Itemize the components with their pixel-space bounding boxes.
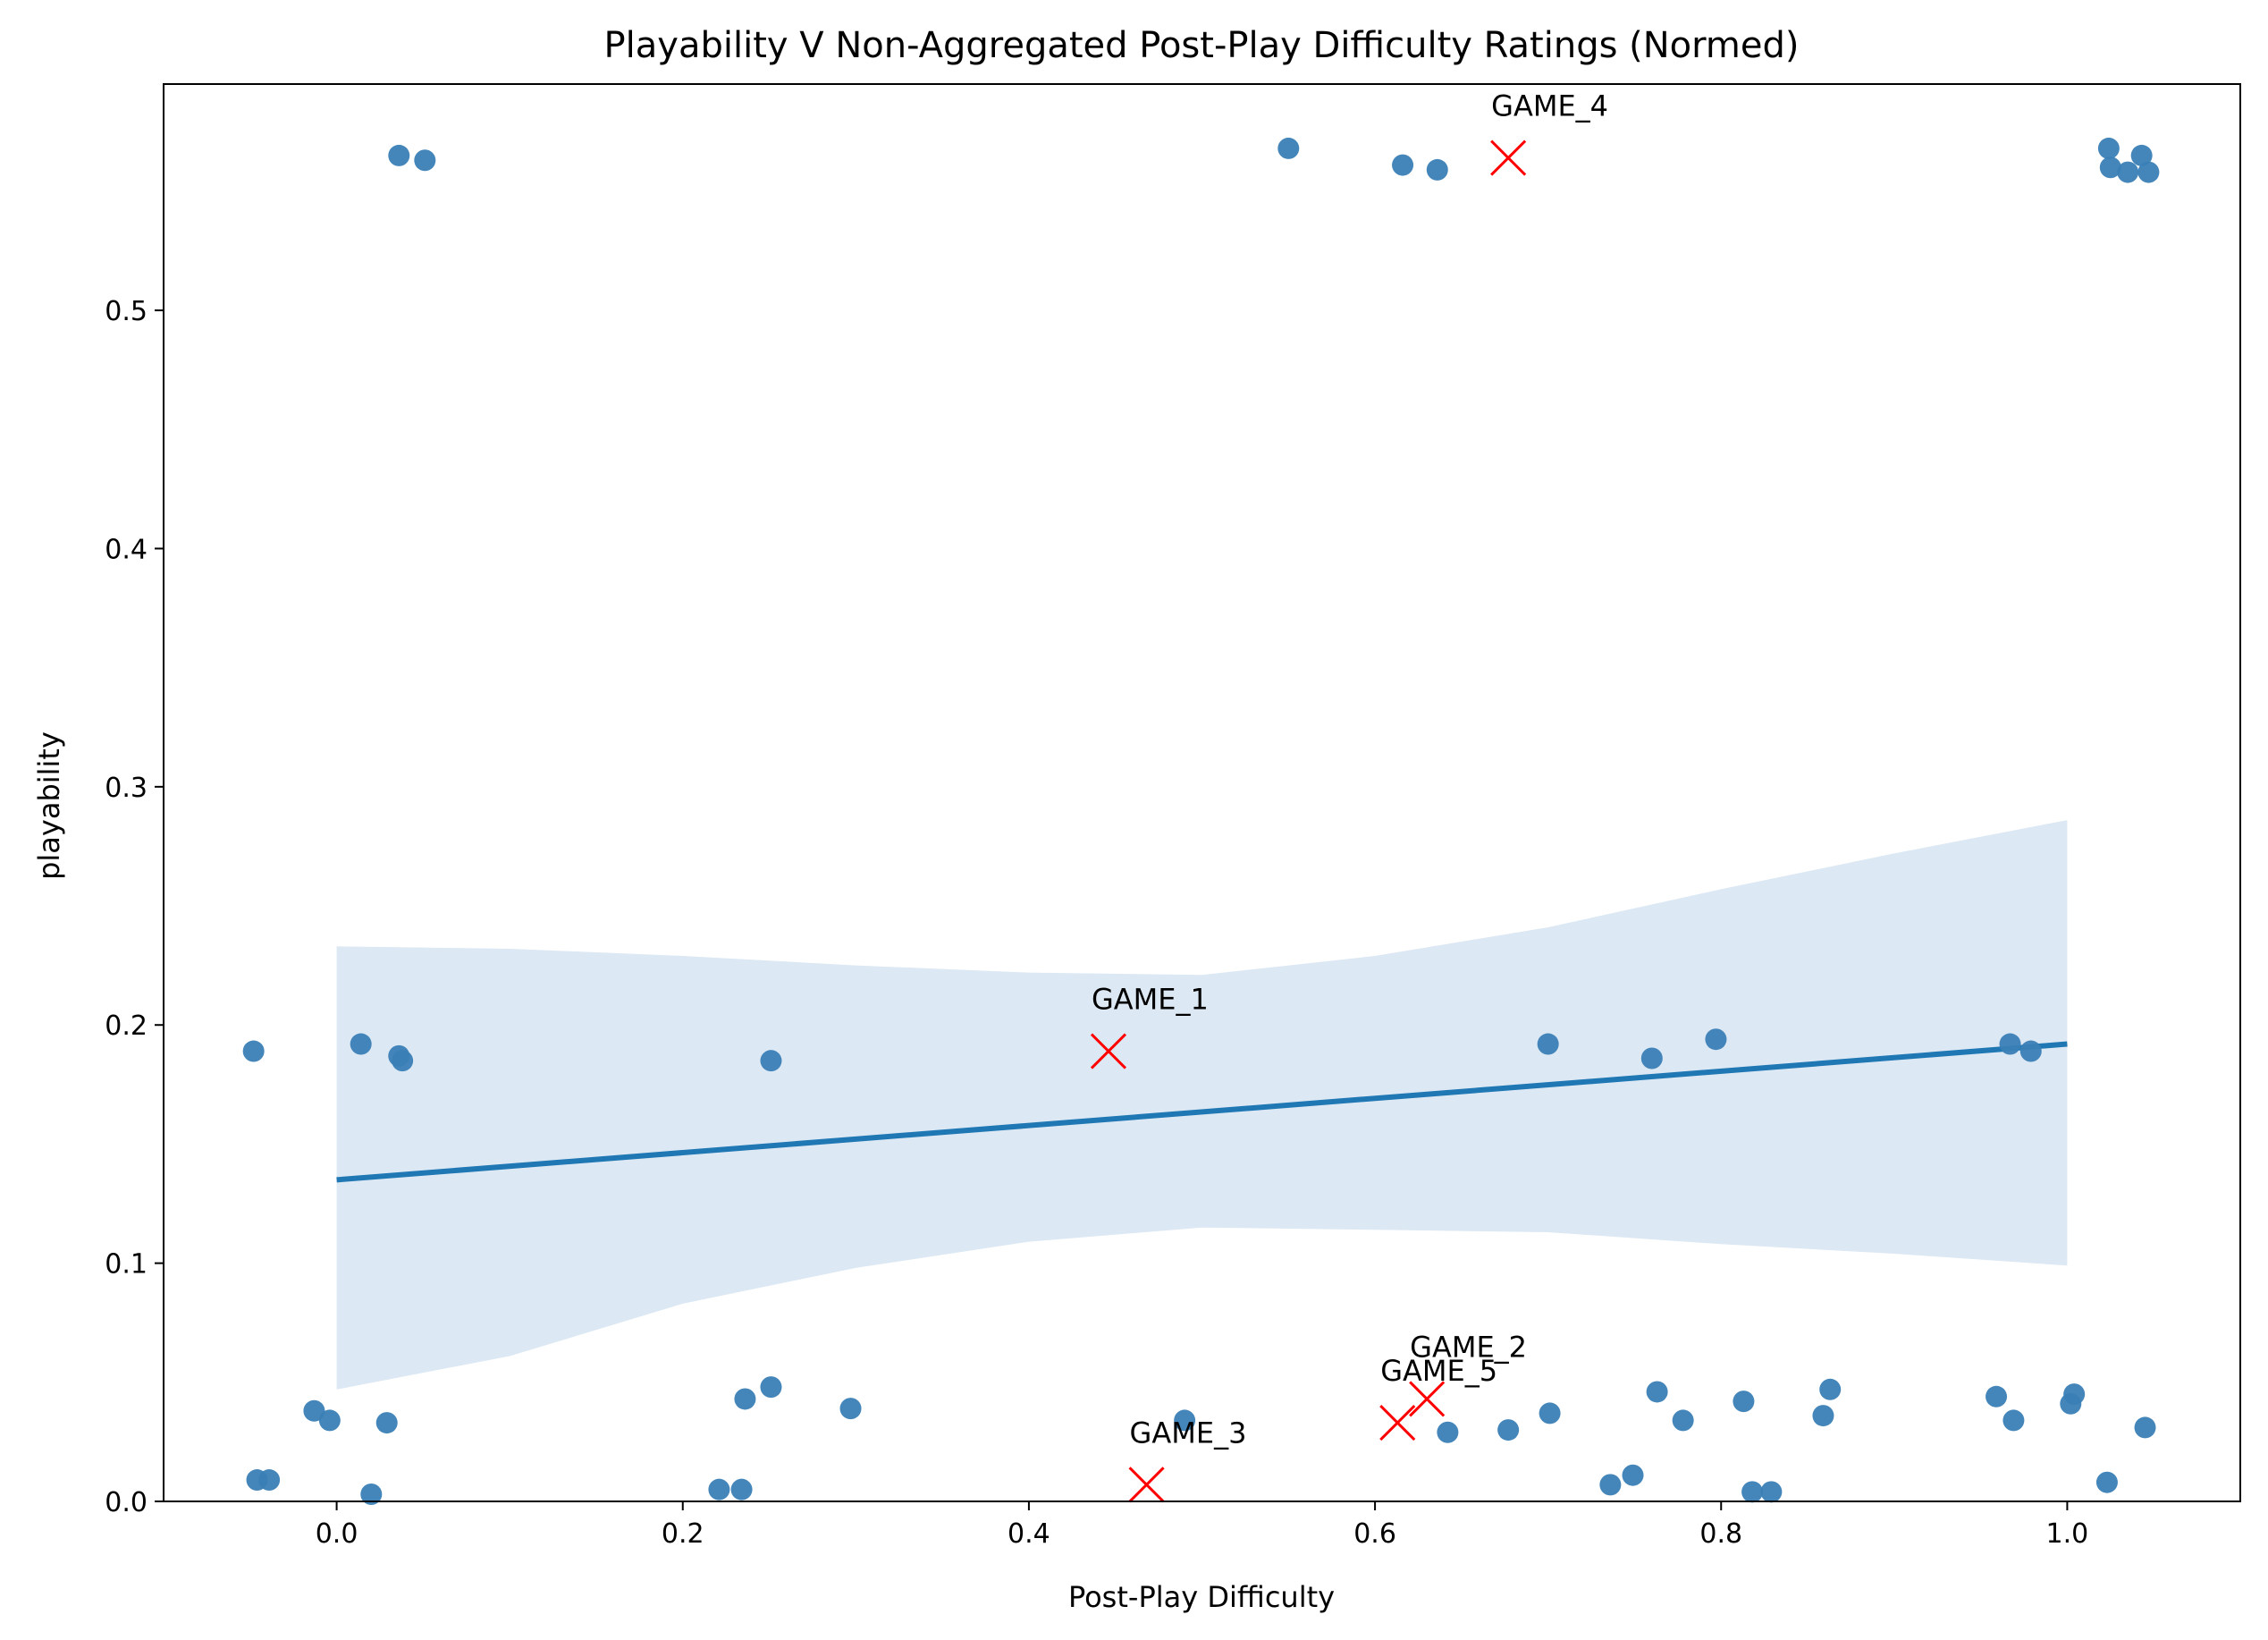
confidence-band-layer — [336, 820, 2068, 1390]
data-point — [350, 1033, 372, 1055]
y-tick-label: 0.2 — [105, 1010, 148, 1042]
data-point — [2019, 1040, 2042, 1062]
regression-line — [336, 1041, 2068, 1183]
data-point — [1705, 1028, 1727, 1051]
game-label: GAME_4 — [1491, 89, 1608, 123]
data-point — [1537, 1033, 1559, 1055]
data-point — [2134, 1416, 2156, 1439]
data-point — [1277, 137, 1300, 159]
data-point — [1497, 1419, 1520, 1441]
y-tick-label: 0.3 — [105, 773, 148, 804]
x-tick-label: 0.4 — [1008, 1518, 1050, 1550]
data-point — [1437, 1421, 1459, 1443]
axes-layer: 0.0 0.2 0.4 0.6 0.8 1.0 0.0 0.1 0.2 0.3 0.4 0.5 — [105, 83, 2241, 1550]
game-markers-layer: GAME_1 GAME_2 GAME_3 GAME_4 GAME_5 — [1090, 89, 1608, 1503]
data-point — [303, 1399, 325, 1422]
data-point — [2097, 137, 2120, 159]
y-axis-label: playability — [32, 731, 66, 880]
game-marker-game-3 — [1128, 1467, 1165, 1503]
data-point — [2002, 1409, 2025, 1432]
data-point — [760, 1050, 782, 1072]
game-x-icon — [1090, 1033, 1127, 1069]
data-point — [2095, 1471, 2118, 1493]
data-point — [1986, 1385, 2008, 1408]
data-point — [414, 149, 436, 172]
data-point — [1426, 158, 1448, 181]
chart-title: Playability V Non-Aggregated Post-Play D… — [604, 25, 1800, 66]
game-label: GAME_1 — [1092, 983, 1209, 1017]
data-point — [1812, 1405, 1834, 1427]
data-points-layer — [242, 137, 2160, 1506]
data-point — [708, 1478, 730, 1501]
data-point — [318, 1409, 341, 1432]
data-point — [1672, 1409, 1694, 1432]
data-point — [1999, 1033, 2021, 1055]
data-point — [1741, 1481, 1764, 1503]
game-marker-game-2 — [1409, 1381, 1446, 1417]
data-point — [760, 1376, 782, 1399]
data-point — [2063, 1383, 2086, 1406]
data-point — [734, 1388, 756, 1410]
y-tick-label: 0.4 — [105, 534, 148, 565]
game-marker-game-4 — [1490, 139, 1527, 176]
game-x-icon — [1128, 1467, 1165, 1503]
x-tick-label: 0.6 — [1353, 1518, 1396, 1550]
data-point — [1622, 1464, 1644, 1486]
data-point — [1733, 1391, 1755, 1413]
data-point — [1539, 1402, 1561, 1424]
plot-frame — [163, 83, 2241, 1502]
game-marker-game-1 — [1090, 1033, 1127, 1069]
data-point — [1760, 1481, 1783, 1503]
data-point — [2117, 161, 2139, 183]
data-point — [1640, 1047, 1663, 1069]
game-label: GAME_2 — [1410, 1330, 1527, 1364]
data-point — [2137, 161, 2160, 183]
x-tick-label: 0.0 — [316, 1518, 358, 1550]
game-x-icon — [1490, 139, 1527, 176]
x-tick-label: 0.8 — [1699, 1518, 1742, 1550]
data-point — [242, 1040, 265, 1062]
data-point — [1392, 154, 1414, 176]
data-point — [1174, 1409, 1196, 1432]
data-point — [1646, 1381, 1668, 1403]
x-tick-label: 1.0 — [2046, 1518, 2089, 1550]
y-tick-label: 0.0 — [105, 1487, 148, 1518]
data-point — [392, 1050, 414, 1072]
y-tick-label: 0.5 — [105, 296, 148, 327]
data-point — [258, 1469, 281, 1492]
data-point — [1819, 1378, 1842, 1400]
data-point — [2099, 156, 2121, 179]
regression-line-layer — [336, 1041, 2068, 1183]
game-label: GAME_3 — [1130, 1416, 1247, 1450]
data-point — [388, 144, 410, 166]
data-point — [375, 1412, 398, 1434]
confidence-band — [336, 820, 2068, 1390]
data-point — [2130, 144, 2153, 166]
data-point — [360, 1484, 383, 1506]
game-x-icon — [1409, 1381, 1446, 1417]
game-marker-game-5 — [1379, 1405, 1416, 1441]
data-point — [730, 1478, 753, 1501]
game-label: GAME_5 — [1380, 1354, 1497, 1388]
x-tick-label: 0.2 — [662, 1518, 704, 1550]
game-x-icon — [1379, 1405, 1416, 1441]
data-point — [839, 1398, 862, 1420]
x-axis-label: Post-Play Difficulty — [1068, 1580, 1335, 1614]
y-tick-label: 0.1 — [105, 1249, 148, 1281]
data-point — [1599, 1474, 1622, 1496]
